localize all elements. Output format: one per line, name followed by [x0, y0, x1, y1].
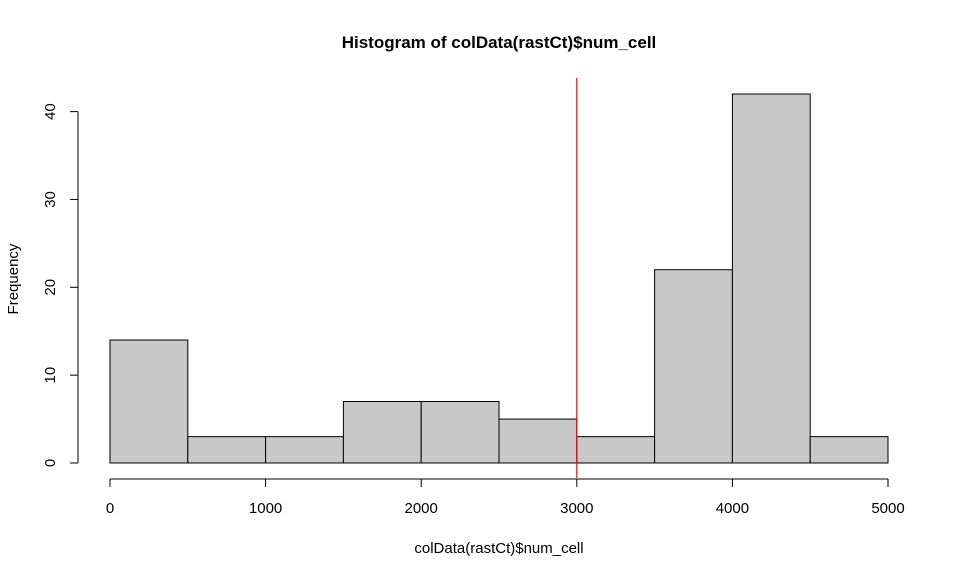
histogram-bar — [654, 269, 733, 464]
histogram-bar — [265, 436, 344, 464]
histogram-bar — [109, 339, 189, 464]
y-axis-label: Frequency — [5, 243, 22, 314]
x-tick-label: 5000 — [871, 500, 904, 517]
histogram-bar — [420, 401, 500, 464]
x-axis-ticks: 0 1000 2000 3000 4000 5000 — [106, 479, 905, 517]
histogram-bar — [342, 401, 422, 464]
x-axis-label: colData(rastCt)$num_cell — [414, 540, 583, 557]
histogram-bar — [576, 436, 656, 464]
histogram-bar — [809, 436, 889, 464]
histogram-bars — [109, 93, 889, 464]
y-tick-label: 30 — [42, 191, 59, 208]
x-tick-label: 3000 — [560, 500, 593, 517]
y-tick-label: 10 — [42, 367, 59, 384]
y-axis-ticks: 0 10 20 30 40 — [42, 103, 78, 467]
histogram-bar — [187, 436, 267, 464]
chart-title: Histogram of colData(rastCt)$num_cell — [342, 33, 657, 52]
x-tick-label: 2000 — [405, 500, 438, 517]
y-tick-label: 20 — [42, 279, 59, 296]
y-tick-label: 0 — [42, 459, 59, 467]
x-tick-label: 0 — [106, 500, 114, 517]
x-tick-label: 4000 — [716, 500, 749, 517]
y-tick-label: 40 — [42, 103, 59, 120]
histogram-bar — [731, 93, 811, 464]
x-tick-label: 1000 — [249, 500, 282, 517]
histogram-bar — [498, 418, 578, 464]
